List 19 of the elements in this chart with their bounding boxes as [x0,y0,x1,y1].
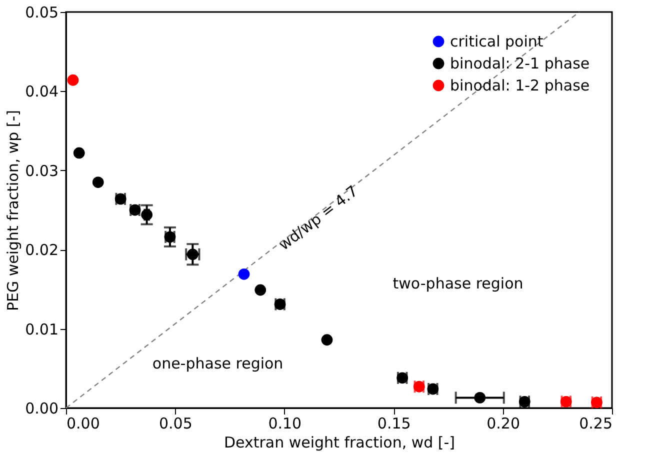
annotation: two-phase region [392,274,524,292]
x-tick-label: 0.25 [579,414,612,432]
annotation: one-phase region [152,354,284,373]
y-axis-title: PEG weight fraction, wp [-] [4,110,22,312]
legend-label: binodal: 2-1 phase [450,54,590,72]
x-tick-label: 0.20 [486,414,520,432]
y-tick-label: 0.00 [25,400,58,418]
x-tick-label: 0.00 [66,414,100,432]
y-tick-label: 0.03 [25,162,58,180]
x-tick-label: 0.15 [377,414,411,432]
y-tick-label: 0.01 [25,320,58,338]
x-tick-label: 0.10 [268,414,302,432]
y-tick-label: 0.05 [25,4,58,22]
x-tick-label: 0.05 [158,414,192,432]
legend-label: binodal: 1-2 phase [450,76,590,94]
legend-label: critical point [450,32,544,50]
y-tick-label: 0.04 [25,82,58,101]
y-tick-label: 0.02 [25,241,58,260]
x-axis-title: Dextran weight fraction, wd [-] [224,434,456,452]
